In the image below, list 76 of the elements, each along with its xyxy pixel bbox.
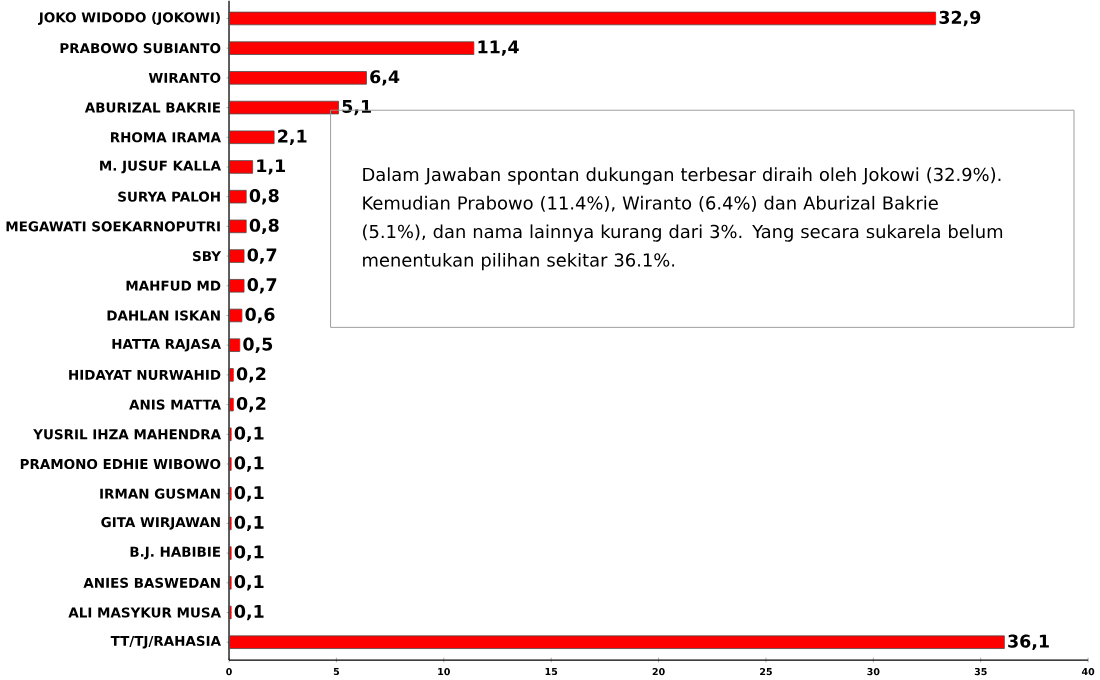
bar xyxy=(228,546,232,560)
data-label: 0,1 xyxy=(234,456,264,472)
data-label: 0,6 xyxy=(245,307,275,323)
y-tick-label: PRABOWO SUBIANTO xyxy=(60,42,221,54)
y-tick-label: ALI MASYKUR MUSA xyxy=(68,607,221,618)
x-tick-label: 15 xyxy=(545,667,558,675)
bar xyxy=(228,219,247,233)
bar xyxy=(228,130,275,144)
x-tick-label: 10 xyxy=(438,667,450,675)
y-tick-label: MEGAWATI SOEKARNOPUTRI xyxy=(6,221,220,232)
annotation: Dalam Jawaban spontan dukungan terbesar diraih oleh Jokowi (32.9%). Kemudian Prabowo (11.4%), Wiranto (6.4%) dan Aburizal Bakrie (5.1%), dan nama lainnya kurang dari 3%. Yang secara sukarela belum menentukan pilihan sekitar 36.1%. xyxy=(363,167,1003,271)
y-tick-label: RHOMA IRAMA xyxy=(111,131,221,143)
bar xyxy=(228,605,232,620)
y-tick-label: TT/TJ/RAHASIA xyxy=(110,635,221,649)
bar xyxy=(228,189,247,204)
x-tick-label: 30 xyxy=(867,667,880,675)
y-tick-label: SBY xyxy=(193,250,222,261)
x-tick-label: 5 xyxy=(333,667,340,675)
y-tick-label: JOKO WIDODO (JOKOWI) xyxy=(38,11,220,25)
data-label: 0,1 xyxy=(234,545,264,561)
bar xyxy=(228,575,232,590)
bar xyxy=(228,427,232,441)
data-label: 0,2 xyxy=(236,396,266,413)
y-tick-label: ANIES BASWEDAN xyxy=(83,577,220,588)
x-tick-label: 0 xyxy=(226,667,232,675)
bar xyxy=(228,367,234,382)
data-label: 0,7 xyxy=(247,277,277,294)
y-tick-label: WIRANTO xyxy=(148,72,221,83)
y-tick-label: MAHFUD MD xyxy=(126,280,221,291)
data-label: 0,7 xyxy=(247,248,277,264)
bar xyxy=(228,457,232,471)
data-label: 0,8 xyxy=(249,218,279,234)
data-label: 0,5 xyxy=(243,337,273,353)
bar xyxy=(228,635,1005,649)
data-label: 0,1 xyxy=(234,604,264,620)
y-tick-label: YUSRIL IHZA MAHENDRA xyxy=(33,428,221,440)
x-tick-label: 20 xyxy=(652,667,665,675)
bar xyxy=(228,100,339,115)
y-tick-label: M. JUSUF KALLA xyxy=(100,160,221,174)
data-label: 32,9 xyxy=(939,10,981,26)
bar xyxy=(228,11,937,25)
y-tick-label: IRMAN GUSMAN xyxy=(100,488,220,499)
data-label: 2,1 xyxy=(278,129,307,145)
y-tick-label: ABURIZAL BAKRIE xyxy=(84,102,221,113)
bar xyxy=(228,41,475,55)
y-tick-label: DAHLAN ISKAN xyxy=(107,310,220,321)
y-tick-label: PRAMONO EDHIE WIBOWO xyxy=(20,458,221,469)
x-tick-label: 35 xyxy=(974,667,987,675)
data-label: 36,1 xyxy=(1008,634,1049,650)
bar xyxy=(228,249,245,263)
y-tick-label: HATTA RAJASA xyxy=(112,338,221,352)
bar xyxy=(228,70,367,85)
data-label: 1,1 xyxy=(257,159,285,175)
data-label: 0,1 xyxy=(234,485,264,502)
data-label: 0,1 xyxy=(234,574,264,591)
data-label: 0,1 xyxy=(234,426,264,442)
bar xyxy=(228,516,232,530)
data-label: 0,1 xyxy=(234,515,264,531)
data-label: 0,2 xyxy=(236,366,266,383)
y-tick-label: GITA WIRJAWAN xyxy=(101,516,220,530)
data-label: 5,1 xyxy=(342,99,371,115)
y-tick-label: ANIS MATTA xyxy=(129,399,221,410)
y-tick-label: SURYA PALOH xyxy=(118,191,220,202)
y-tick-label: B.J. HABIBIE xyxy=(130,546,221,560)
bar xyxy=(228,338,241,352)
bar xyxy=(228,278,245,293)
x-tick-label: 25 xyxy=(760,667,772,675)
x-tick-label: 40 xyxy=(1081,667,1095,675)
bar xyxy=(228,159,254,174)
bar xyxy=(228,308,243,322)
data-label: 0,8 xyxy=(249,188,279,205)
y-tick-label: HIDAYAT NURWAHID xyxy=(69,369,221,380)
bar xyxy=(228,486,232,501)
data-label: 6,4 xyxy=(370,69,400,86)
data-label: 11,4 xyxy=(478,40,519,56)
bar xyxy=(228,397,234,412)
